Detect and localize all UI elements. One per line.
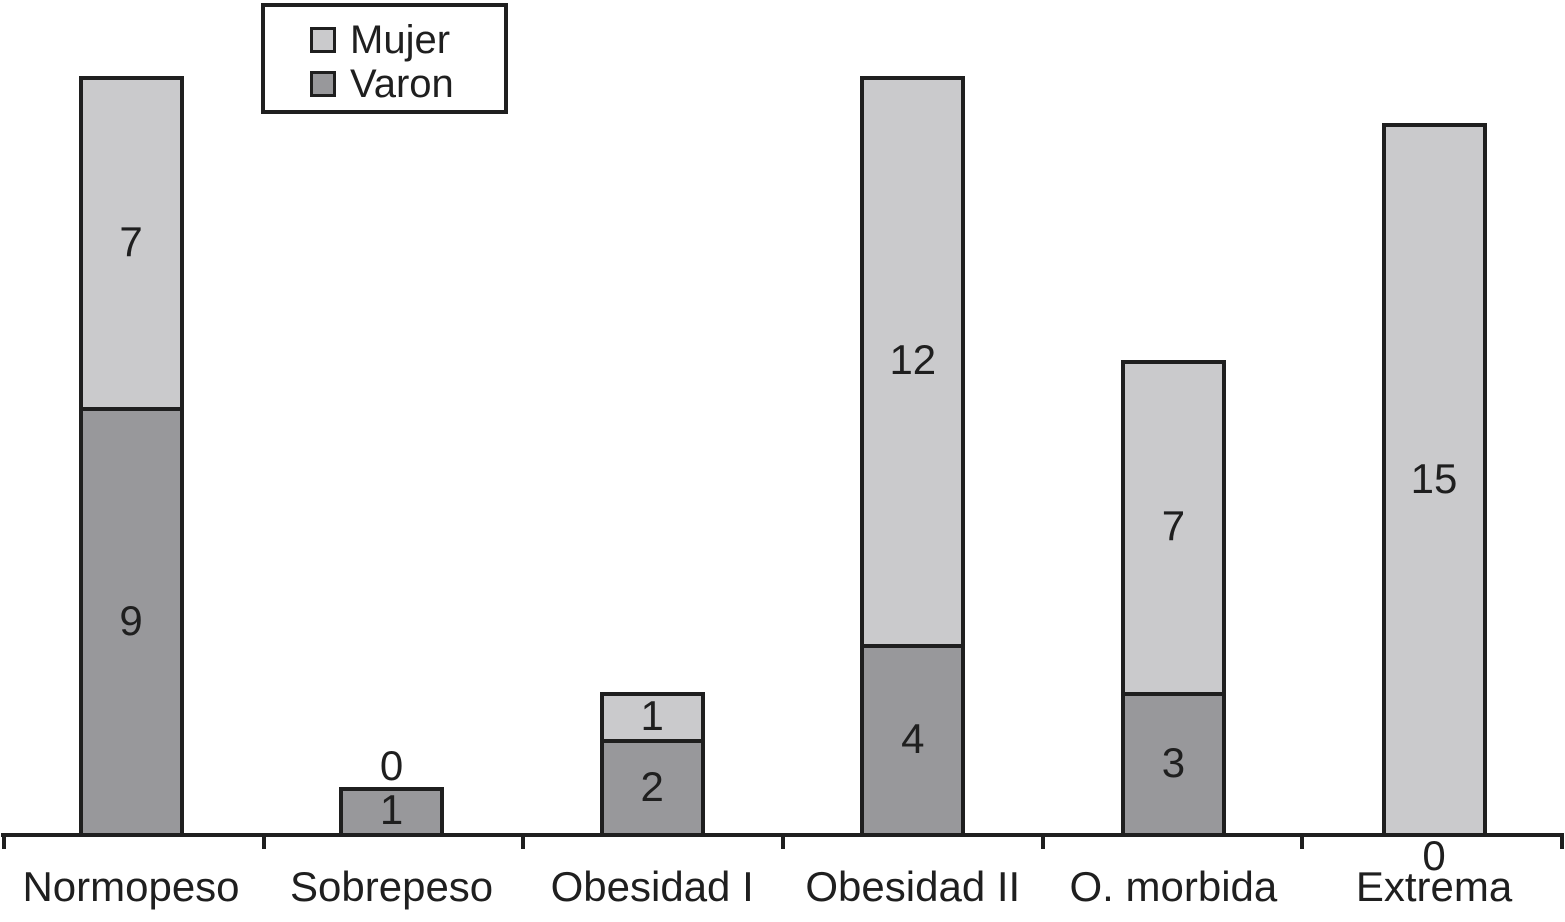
x-axis-tick xyxy=(781,833,785,849)
value-label-mujer: 15 xyxy=(1410,454,1458,502)
bar-segment-varon xyxy=(82,407,180,834)
value-label-mujer: 1 xyxy=(640,691,664,739)
x-axis-tick xyxy=(261,833,266,849)
legend-item-varon: Varon xyxy=(310,62,504,106)
category-label-extrema: Extrema xyxy=(1355,863,1513,910)
x-axis-tick xyxy=(1560,833,1565,849)
legend-label-mujer: Mujer xyxy=(350,18,451,62)
bar-sobrepeso xyxy=(339,786,445,834)
value-label-varon: 9 xyxy=(119,596,143,644)
category-label-o-morbida: O. morbida xyxy=(1069,863,1278,910)
bar-obesidad-i xyxy=(599,691,705,834)
bar-segment-varon xyxy=(1124,691,1222,834)
legend-swatch-varon-icon xyxy=(310,71,336,97)
bar-segment-varon xyxy=(864,644,962,834)
value-label-varon: 4 xyxy=(901,715,925,763)
category-label-obesidad-ii: Obesidad II xyxy=(805,863,1021,910)
legend: Mujer Varon xyxy=(261,3,508,114)
value-label-varon: 2 xyxy=(640,762,664,810)
bar-segment-varon xyxy=(603,739,701,834)
value-label-mujer-zero: 0 xyxy=(379,741,404,789)
bar-extrema xyxy=(1381,123,1487,834)
value-label-mujer: 7 xyxy=(1161,501,1186,549)
category-label-normopeso: Normopeso xyxy=(22,863,240,910)
legend-swatch-mujer-icon xyxy=(310,27,336,53)
value-label-mujer: 7 xyxy=(119,217,143,265)
bar-obesidad-ii xyxy=(860,75,966,834)
bar-o-morbida xyxy=(1120,360,1226,834)
legend-item-mujer: Mujer xyxy=(310,18,504,62)
value-label-varon-zero: 0 xyxy=(1422,832,1446,879)
category-label-sobrepeso: Sobrepeso xyxy=(290,863,494,910)
value-label-mujer: 12 xyxy=(889,336,937,383)
x-axis-tick xyxy=(521,833,526,849)
x-axis-tick xyxy=(1300,833,1305,849)
x-axis-line xyxy=(1,833,1562,837)
value-label-varon: 3 xyxy=(1161,738,1186,786)
bar-normopeso xyxy=(78,75,184,834)
x-axis-tick xyxy=(2,833,6,849)
legend-label-varon: Varon xyxy=(350,62,454,106)
value-label-varon: 1 xyxy=(379,786,404,834)
category-label-obesidad-i: Obesidad I xyxy=(550,863,754,910)
x-axis-tick xyxy=(1040,833,1045,849)
